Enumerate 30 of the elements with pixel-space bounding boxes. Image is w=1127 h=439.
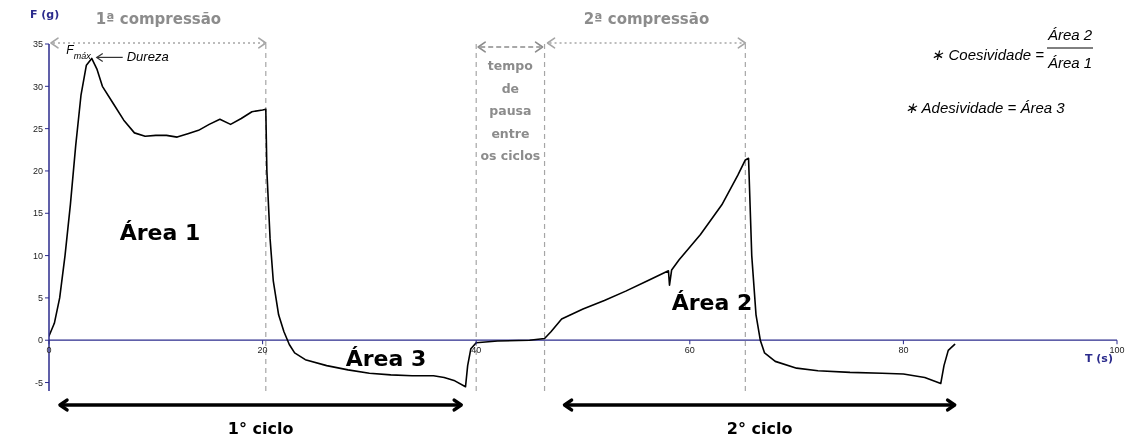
annotation: Área 1 [1046,54,1093,71]
y-tick-label: 25 [32,123,43,134]
y-tick-label: 5 [37,293,43,304]
x-axis-title: T (s) [1085,352,1113,365]
text: 1ª compressão [95,10,222,28]
annotation: Área 2 [671,290,753,315]
text: 2ª compressão [583,10,710,28]
y-tick-label: 20 [32,166,43,177]
y-tick-label: 0 [37,335,43,346]
y-tick-label: 15 [32,208,43,219]
annotation: Área 3 [345,346,427,371]
y-axis-title: F (g) [30,8,60,21]
text: 1° ciclo [227,419,294,438]
annotation: F$_{máx}$ [66,43,92,62]
text: 2° ciclo [726,419,793,438]
y-tick-label: 30 [32,81,43,92]
x-tick-label: 20 [257,345,268,356]
annotation: Dureza [126,49,169,65]
y-tick-label: -5 [34,377,43,388]
x-tick-label: 0 [46,345,52,356]
annotation: tempo de pausa entre os ciclos [480,58,541,163]
text: Área 2 [1046,26,1093,43]
annotation: Área 1 [119,220,201,245]
x-tick-label: 60 [684,345,695,356]
x-tick-label: 40 [471,345,482,356]
y-tick-label: 35 [32,39,43,50]
annotation: ∗ Coesividade = [931,46,1045,63]
annotation: ∗ Adesividade = Área 3 [905,99,1066,116]
x-tick-label: 80 [898,345,909,356]
y-tick-label: 10 [32,250,43,261]
